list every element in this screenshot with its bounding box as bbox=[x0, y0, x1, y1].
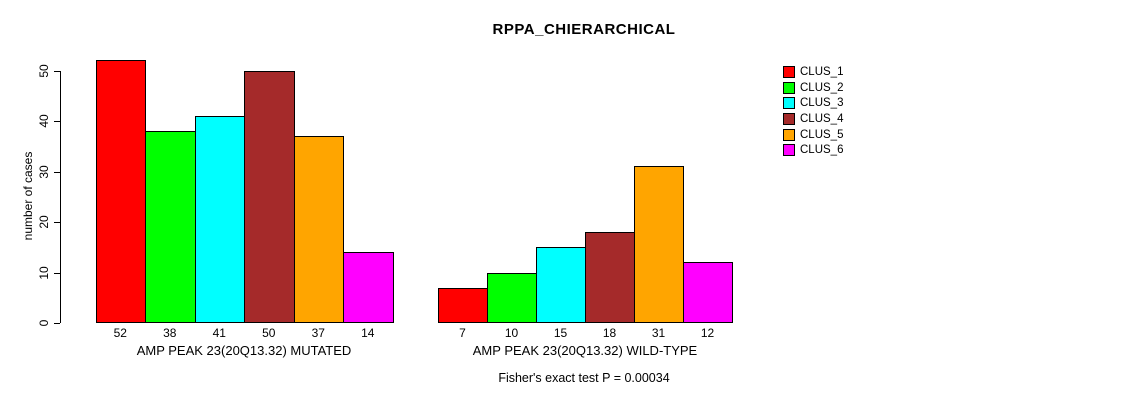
legend-swatch-icon bbox=[783, 81, 795, 94]
legend-swatch-icon bbox=[783, 112, 795, 125]
y-tick-label: 10 bbox=[37, 265, 51, 280]
y-tick-label: 50 bbox=[37, 63, 51, 78]
legend-swatch-icon bbox=[783, 97, 795, 110]
y-tick-label: 40 bbox=[37, 114, 51, 128]
bar-clus_6-group1 bbox=[343, 252, 394, 323]
bar-value-label: 18 bbox=[602, 326, 617, 340]
chart-title: RPPA_CHIERARCHICAL bbox=[492, 21, 676, 38]
y-tick-label: 30 bbox=[37, 164, 51, 179]
bar-clus_5-group1 bbox=[293, 136, 344, 323]
bar-value-label: 41 bbox=[212, 326, 226, 340]
legend-label: CLUS_2 bbox=[800, 81, 844, 94]
legend-item-clus_1: CLUS_1 bbox=[783, 64, 843, 80]
legend: CLUS_1 CLUS_2 CLUS_3 CLUS_4 CLUS_5 CLUS_6 bbox=[783, 64, 843, 158]
bar-clus_2-group2 bbox=[487, 272, 537, 323]
bar-clus_5-group2 bbox=[634, 166, 684, 323]
bar-value-label: 7 bbox=[459, 326, 466, 340]
bar-clus_1-group1 bbox=[95, 60, 146, 323]
legend-swatch-icon bbox=[783, 144, 795, 157]
y-tick-mark bbox=[54, 121, 60, 122]
x-axis-label-wildtype: AMP PEAK 23(20Q13.32) WILD-TYPE bbox=[472, 343, 698, 358]
legend-swatch-icon bbox=[783, 128, 795, 141]
legend-label: CLUS_5 bbox=[800, 128, 844, 141]
x-axis-label-mutated: AMP PEAK 23(20Q13.32) MUTATED bbox=[136, 343, 352, 358]
bar-value-label: 50 bbox=[262, 326, 276, 340]
legend-label: CLUS_1 bbox=[800, 65, 844, 78]
legend-item-clus_3: CLUS_3 bbox=[783, 95, 843, 111]
y-tick-mark bbox=[54, 272, 60, 274]
bar-value-label: 38 bbox=[163, 326, 177, 340]
bar-value-label: 12 bbox=[700, 326, 715, 340]
y-tick-mark bbox=[54, 171, 60, 173]
legend-item-clus_5: CLUS_5 bbox=[783, 127, 843, 143]
bar-value-label: 15 bbox=[553, 326, 568, 340]
bar-clus_3-group1 bbox=[194, 115, 245, 323]
legend-item-clus_6: CLUS_6 bbox=[783, 142, 843, 158]
bar-clus_4-group2 bbox=[585, 232, 635, 323]
bar-clus_4-group1 bbox=[244, 70, 295, 323]
legend-item-clus_2: CLUS_2 bbox=[783, 80, 843, 96]
bar-value-label: 14 bbox=[361, 326, 375, 340]
y-axis-label: number of cases bbox=[21, 151, 35, 241]
y-tick-label: 20 bbox=[37, 215, 51, 229]
y-axis-line bbox=[60, 70, 61, 323]
y-tick-mark bbox=[54, 70, 60, 72]
legend-label: CLUS_6 bbox=[800, 144, 844, 157]
bar-clus_6-group2 bbox=[683, 262, 733, 323]
legend-item-clus_4: CLUS_4 bbox=[783, 111, 843, 127]
y-tick-label: 0 bbox=[37, 319, 51, 327]
bar-clus_1-group2 bbox=[438, 287, 488, 323]
bar-clus_3-group2 bbox=[536, 247, 586, 323]
legend-swatch-icon bbox=[783, 65, 795, 78]
y-tick-mark bbox=[54, 222, 60, 223]
bar-value-label: 52 bbox=[113, 326, 127, 340]
bar-value-label: 37 bbox=[311, 326, 325, 340]
legend-label: CLUS_3 bbox=[800, 97, 844, 110]
bar-value-label: 31 bbox=[651, 326, 666, 340]
legend-label: CLUS_4 bbox=[800, 112, 844, 125]
y-tick-mark bbox=[54, 323, 60, 324]
fisher-test-caption: Fisher's exact test P = 0.00034 bbox=[498, 371, 670, 385]
bar-clus_2-group1 bbox=[145, 131, 196, 323]
bar-value-label: 10 bbox=[504, 326, 519, 340]
